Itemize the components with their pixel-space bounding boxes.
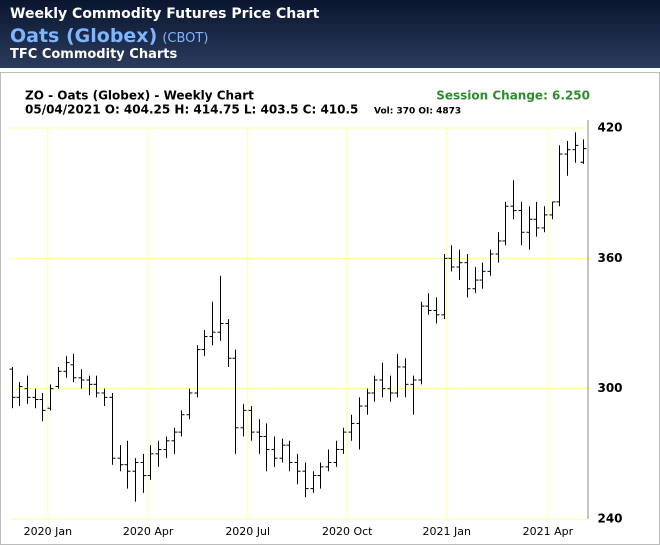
x-tick-label: 2020 Oct — [322, 525, 373, 538]
header: Weekly Commodity Futures Price Chart Oat… — [0, 0, 660, 68]
y-tick-label: 300 — [597, 381, 622, 395]
commodity-line: Oats (Globex) (CBOT) — [10, 25, 208, 47]
quote: 05/04/2021 O: 404.25 H: 414.75 L: 403.5 … — [25, 103, 358, 117]
x-tick-label: 2021 Jan — [423, 525, 471, 538]
y-tick-label: 420 — [597, 121, 622, 135]
commodity: Oats (Globex) — [10, 25, 158, 47]
x-tick-label: 2020 Apr — [123, 525, 174, 538]
y-tick-label: 240 — [597, 512, 622, 526]
source: TFC Commodity Charts — [10, 47, 178, 62]
chart-title: ZO - Oats (Globex) - Weekly Chart — [25, 89, 254, 103]
volume: Vol: 370 OI: 4873 — [374, 107, 461, 117]
x-tick-label: 2021 Apr — [523, 525, 574, 538]
exchange: (CBOT) — [162, 31, 209, 46]
y-tick-label: 360 — [597, 251, 622, 265]
session-change: Session Change: 6.250 — [436, 89, 590, 103]
x-tick-label: 2020 Jan — [24, 525, 72, 538]
x-tick-label: 2020 Jul — [225, 525, 270, 538]
header-title: Weekly Commodity Futures Price Chart — [10, 6, 320, 22]
